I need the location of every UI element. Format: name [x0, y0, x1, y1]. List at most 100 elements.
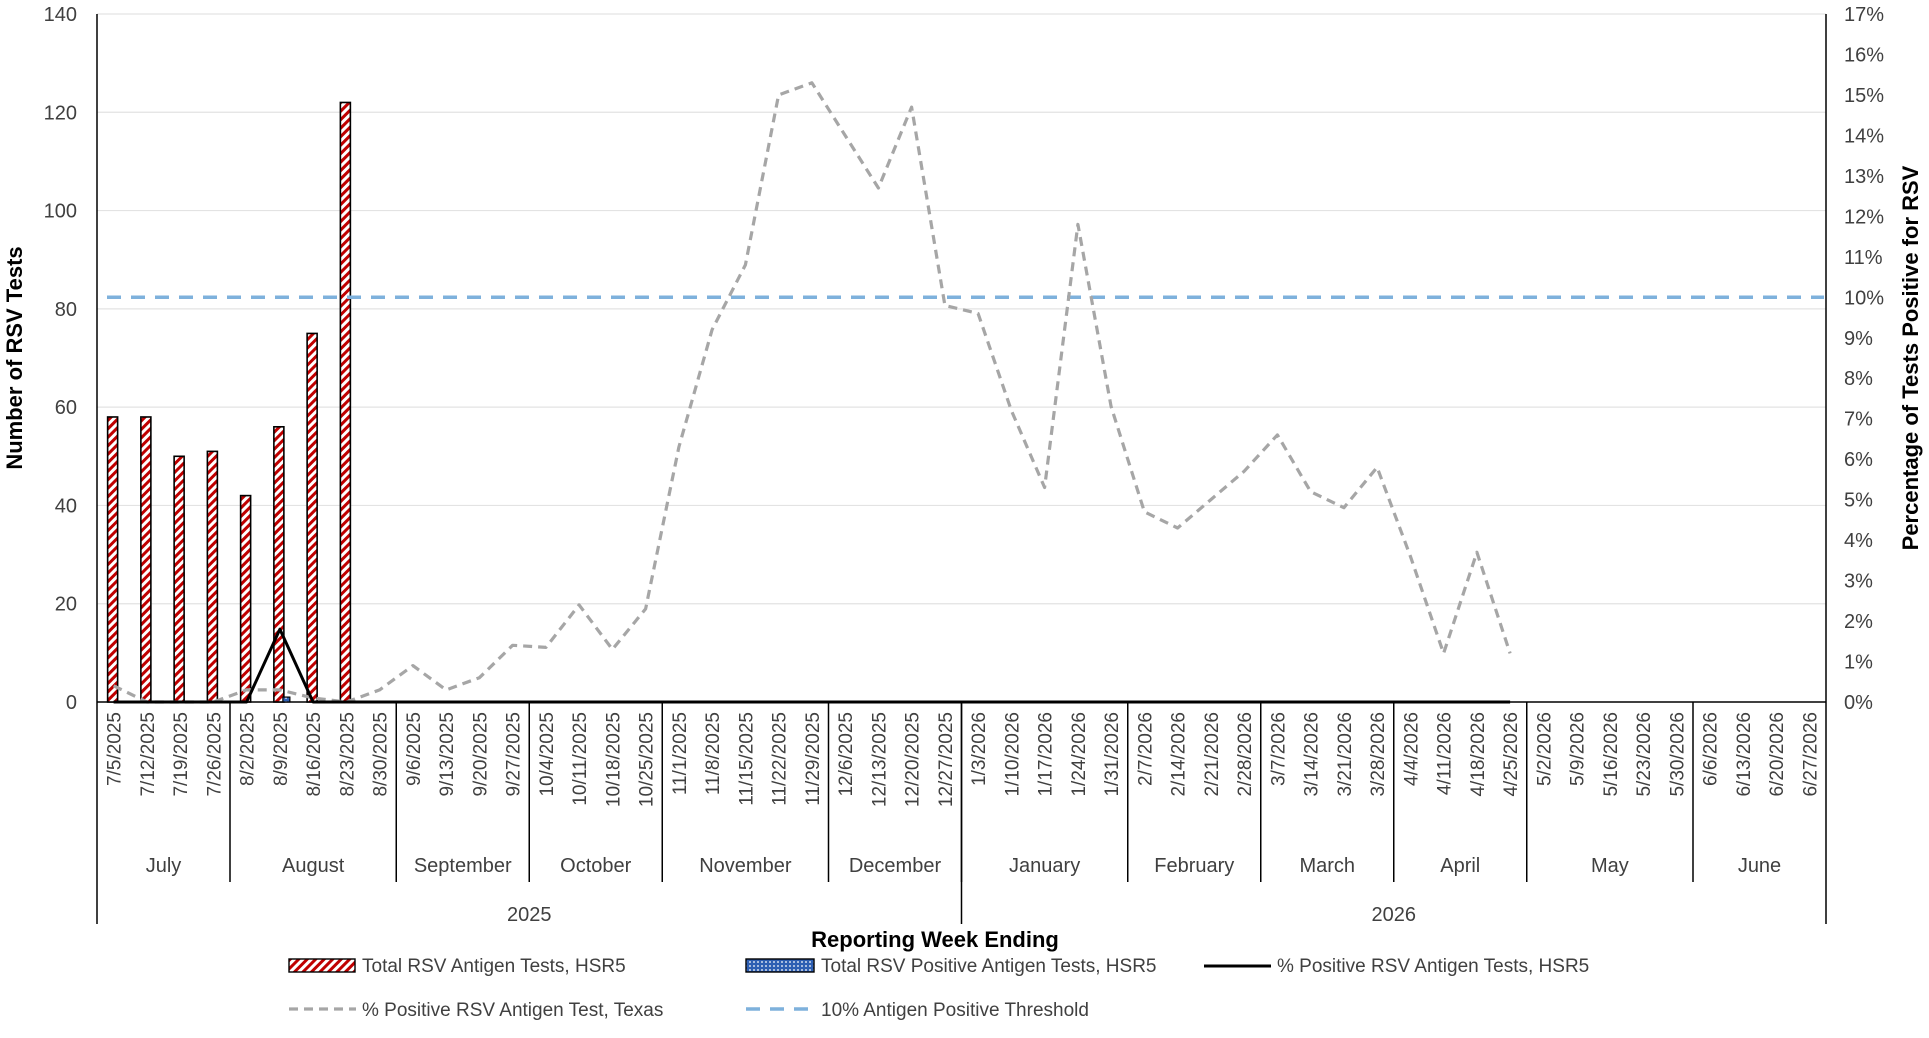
x-tick-label: 10/18/2025 — [603, 712, 624, 807]
line-hsr5-percent-positive — [113, 627, 1511, 704]
x-tick-label: 4/4/2026 — [1401, 712, 1422, 786]
bar-positive-tests — [282, 696, 291, 703]
y-tick-label: 120 — [44, 102, 77, 124]
x-tick-label: 9/27/2025 — [504, 712, 525, 797]
y2-tick-label: 14% — [1844, 125, 1884, 147]
x-tick-label: 4/18/2026 — [1468, 712, 1489, 797]
bar-total-tests — [173, 455, 185, 703]
x-tick-label: 2/28/2026 — [1235, 712, 1256, 797]
bar-total-tests — [239, 494, 252, 703]
month-label: October — [560, 855, 631, 877]
x-tick-label: 2/21/2026 — [1202, 712, 1223, 797]
legend-swatch-positive-tests — [745, 958, 815, 973]
y2-tick-label: 2% — [1844, 611, 1873, 633]
x-tick-label: 9/6/2025 — [404, 712, 425, 786]
year-label: 2026 — [1372, 904, 1417, 926]
month-label: July — [146, 855, 182, 877]
y2-tick-label: 8% — [1844, 368, 1873, 390]
x-tick-label: 12/27/2025 — [936, 712, 957, 807]
bar-total-tests — [306, 332, 318, 703]
y2-tick-label: 4% — [1844, 530, 1873, 552]
x-tick-label: 1/31/2026 — [1102, 712, 1123, 797]
month-label: January — [1009, 855, 1080, 877]
x-axis-title: Reporting Week Ending — [811, 927, 1059, 952]
x-tick-label: 4/25/2026 — [1501, 712, 1522, 797]
x-tick-label: 9/20/2025 — [470, 712, 491, 797]
bar-total-tests — [140, 416, 152, 703]
legend-label-threshold-line: 10% Antigen Positive Threshold — [821, 1000, 1089, 1021]
y-tick-label: 20 — [55, 594, 77, 616]
legend-swatch-total-tests — [288, 958, 356, 973]
axis-labels: 0 20 40 60 80 100 120 140 0% 1% 2% 3% 4% 5% 6% 7% 8% 9% 10… — [2, 4, 1923, 952]
month-label: April — [1440, 855, 1480, 877]
x-tick-label: 1/17/2026 — [1036, 712, 1057, 797]
x-tick-label: 11/1/2025 — [670, 712, 691, 795]
x-tick-label: 10/25/2025 — [637, 712, 658, 807]
x-tick-label: 11/8/2025 — [703, 712, 724, 795]
x-tick-label: 3/28/2026 — [1368, 712, 1389, 797]
bar-total-tests — [339, 101, 352, 703]
y2-tick-label: 7% — [1844, 409, 1873, 431]
axes — [96, 14, 1827, 924]
x-tick-label: 6/27/2026 — [1800, 712, 1821, 797]
month-label: November — [699, 855, 792, 877]
gridlines — [97, 13, 1826, 605]
y2-tick-label: 3% — [1844, 571, 1873, 593]
x-tick-label: 7/5/2025 — [105, 712, 126, 786]
x-tick-label: 10/11/2025 — [570, 712, 591, 806]
x-tick-label: 8/2/2025 — [238, 712, 259, 786]
x-tick-label: 11/15/2025 — [736, 712, 757, 806]
y-tick-label: 100 — [44, 201, 77, 223]
bars — [106, 101, 352, 703]
bar-total-tests — [206, 450, 219, 703]
x-tick-label: 12/20/2025 — [903, 712, 924, 807]
x-tick-label: 11/22/2025 — [770, 712, 791, 806]
x-tick-label: 3/21/2026 — [1335, 712, 1356, 797]
bar-total-tests — [273, 425, 285, 703]
x-tick-label: 6/13/2026 — [1734, 712, 1755, 797]
x-tick-label: 2/14/2026 — [1169, 712, 1190, 797]
x-tick-label: 3/14/2026 — [1302, 712, 1323, 797]
y2-tick-label: 0% — [1844, 692, 1873, 714]
x-tick-label: 8/23/2025 — [337, 712, 358, 797]
x-tick-label: 1/10/2026 — [1002, 712, 1023, 797]
x-tick-label: 7/19/2025 — [171, 712, 192, 797]
x-tick-label: 6/6/2026 — [1701, 712, 1722, 786]
y2-tick-label: 1% — [1844, 652, 1873, 674]
legend: Total RSV Antigen Tests, HSR5 Total RSV P… — [288, 956, 1589, 1021]
x-tick-label: 1/3/2026 — [969, 712, 990, 786]
month-label: June — [1738, 855, 1781, 877]
x-tick-label: 5/23/2026 — [1634, 712, 1655, 797]
month-label: March — [1299, 855, 1355, 877]
x-tick-label: 9/13/2025 — [437, 712, 458, 797]
legend-label-texas-line: % Positive RSV Antigen Test, Texas — [362, 1000, 663, 1021]
x-tick-label: 5/16/2026 — [1601, 712, 1622, 797]
x-tick-label: 10/4/2025 — [537, 712, 558, 797]
year-label: 2025 — [507, 904, 552, 926]
month-label: September — [414, 855, 512, 877]
y2-tick-label: 10% — [1844, 287, 1884, 309]
x-tick-label: 3/7/2026 — [1268, 712, 1289, 786]
line-texas-percent-positive — [112, 81, 1512, 704]
y-tick-label: 40 — [55, 495, 77, 517]
y2-tick-label: 12% — [1844, 206, 1884, 228]
x-tick-label: 1/24/2026 — [1069, 712, 1090, 797]
x-tick-label: 5/9/2026 — [1568, 712, 1589, 786]
y2-tick-label: 17% — [1844, 4, 1884, 26]
x-tick-label: 8/16/2025 — [304, 712, 325, 797]
x-tick-label: 12/6/2025 — [836, 712, 857, 797]
x-tick-label: 8/9/2025 — [271, 712, 292, 786]
y-tick-label: 60 — [55, 397, 77, 419]
y-axis-title: Number of RSV Tests — [2, 246, 27, 469]
x-tick-label: 5/30/2026 — [1667, 712, 1688, 797]
y2-tick-label: 9% — [1844, 328, 1873, 350]
y2-tick-label: 11% — [1844, 247, 1883, 269]
month-label: December — [849, 855, 942, 877]
x-tick-label: 12/13/2025 — [869, 712, 890, 807]
y-tick-label: 0 — [66, 692, 77, 714]
legend-label-hsr5-line: % Positive RSV Antigen Tests, HSR5 — [1277, 956, 1589, 977]
y-tick-label: 140 — [44, 4, 77, 26]
month-label: August — [282, 855, 345, 877]
